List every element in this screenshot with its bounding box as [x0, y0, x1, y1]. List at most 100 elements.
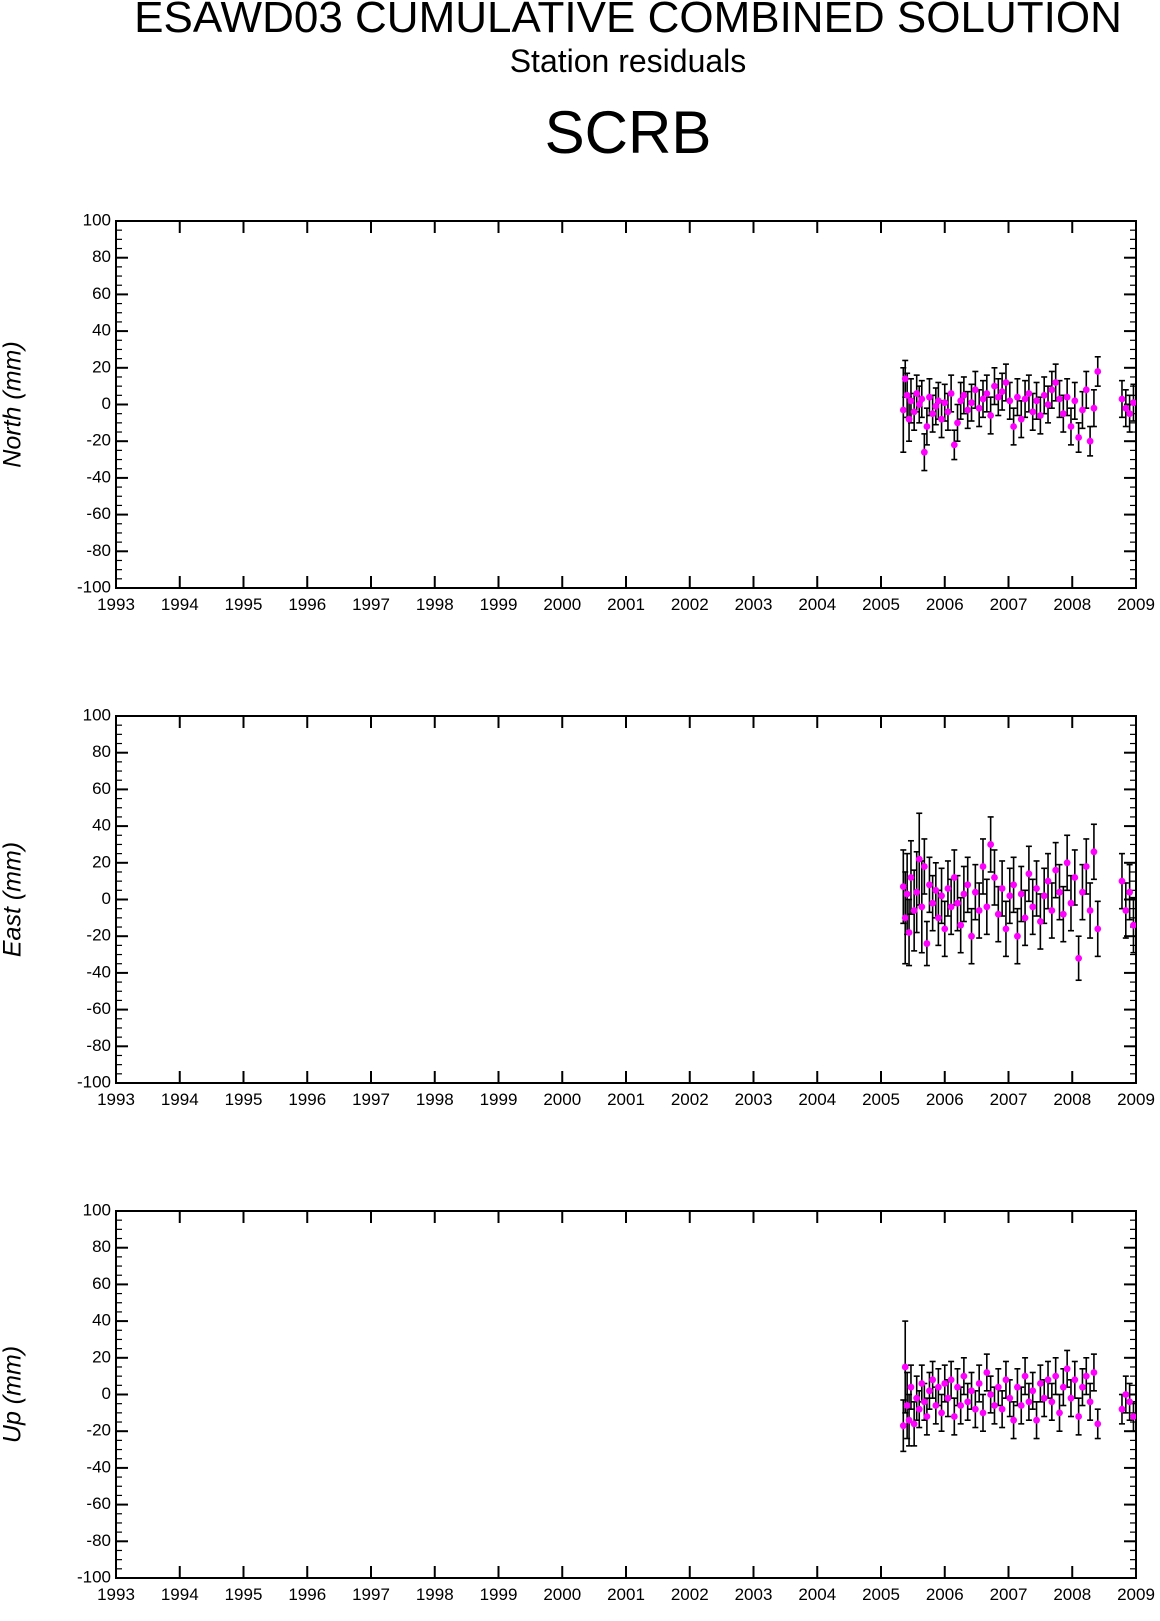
x-tick-label: 1994	[161, 595, 199, 614]
data-point	[903, 890, 911, 898]
x-tick-label: 2007	[990, 1585, 1028, 1604]
data-point	[913, 888, 921, 896]
data-point	[1021, 1372, 1029, 1380]
data-point	[1017, 1402, 1025, 1409]
x-tick-label: 1993	[97, 1585, 135, 1604]
y-tick-label: 100	[83, 705, 111, 724]
data-point	[950, 1413, 958, 1420]
data-point	[954, 1383, 961, 1391]
data-point	[1002, 379, 1010, 386]
data-point	[901, 375, 909, 383]
data-point	[918, 395, 926, 403]
x-tick-label: 2000	[543, 1585, 581, 1604]
data-point	[1014, 393, 1021, 401]
data-point	[1090, 404, 1098, 412]
data-point	[1075, 434, 1083, 441]
x-tick-label: 2008	[1053, 595, 1091, 614]
x-tick-label: 2004	[798, 1585, 836, 1604]
x-tick-label: 1994	[161, 1585, 199, 1604]
data-point	[987, 412, 995, 419]
data-point	[929, 410, 937, 418]
data-point	[1063, 393, 1071, 401]
data-point	[983, 903, 991, 911]
data-point	[975, 1380, 983, 1387]
data-point	[1090, 1369, 1098, 1376]
x-tick-label: 2003	[735, 1090, 773, 1109]
data-point	[899, 883, 907, 891]
data-point	[1056, 888, 1063, 896]
data-point	[1010, 881, 1017, 889]
data-point	[1086, 1398, 1094, 1406]
data-point	[1036, 1380, 1044, 1387]
data-point	[923, 423, 931, 430]
data-point	[979, 395, 987, 403]
y-tick-label: -80	[86, 1036, 111, 1055]
x-tick-label: 1995	[225, 595, 263, 614]
x-tick-label: 2008	[1053, 1585, 1091, 1604]
y-axis-label: East (mm)	[0, 842, 27, 957]
panel-1: East (mm)100806040200-20-40-60-80-100199…	[0, 705, 1155, 1109]
data-point	[932, 1402, 940, 1409]
data-point	[954, 419, 961, 427]
x-tick-label: 2006	[926, 595, 964, 614]
x-tick-label: 2001	[607, 595, 645, 614]
data-point	[1021, 395, 1029, 403]
x-tick-label: 1997	[352, 1090, 390, 1109]
data-point	[957, 1402, 965, 1409]
data-point	[947, 903, 955, 911]
data-point	[926, 881, 933, 889]
data-point	[907, 1383, 915, 1391]
y-tick-label: -20	[86, 926, 111, 945]
data-point	[1082, 1372, 1090, 1380]
data-point	[971, 888, 979, 896]
data-point	[1118, 1405, 1126, 1413]
data-point	[950, 441, 958, 449]
data-point	[954, 899, 961, 907]
data-point	[1033, 397, 1040, 405]
data-point	[968, 399, 975, 407]
data-point	[941, 925, 949, 933]
data-point	[1006, 397, 1014, 405]
data-point	[991, 874, 998, 881]
x-tick-label: 1999	[480, 595, 518, 614]
data-point	[907, 397, 915, 405]
data-point	[938, 892, 945, 900]
data-point	[1130, 921, 1136, 929]
data-point	[934, 397, 942, 405]
data-point	[1079, 1383, 1086, 1391]
data-point	[1006, 892, 1014, 900]
data-point	[991, 1402, 998, 1409]
x-tick-label: 1998	[416, 1090, 454, 1109]
data-point	[899, 406, 907, 414]
x-tick-label: 2005	[862, 1090, 900, 1109]
data-point	[910, 907, 918, 914]
data-point	[1048, 907, 1056, 914]
data-point	[960, 890, 968, 898]
data-point	[1122, 1391, 1130, 1398]
data-point	[957, 397, 965, 405]
x-tick-label: 1997	[352, 1585, 390, 1604]
data-point	[1017, 415, 1025, 423]
data-point	[941, 399, 949, 407]
data-point	[1017, 890, 1025, 898]
data-point	[994, 910, 1002, 918]
y-tick-label: -40	[86, 467, 111, 486]
data-point	[987, 1391, 995, 1398]
data-point	[903, 391, 911, 399]
data-point	[1021, 914, 1029, 922]
y-tick-label: 60	[92, 779, 111, 798]
x-tick-label: 2005	[862, 595, 900, 614]
data-point	[932, 886, 940, 894]
data-point	[944, 1394, 952, 1402]
panel-0: North (mm)100806040200-20-40-60-80-10019…	[0, 210, 1155, 614]
x-tick-label: 1995	[225, 1090, 263, 1109]
data-point	[1056, 395, 1063, 403]
x-tick-label: 2006	[926, 1090, 964, 1109]
x-tick-label: 1996	[288, 1585, 326, 1604]
data-point	[929, 1376, 937, 1384]
data-point	[1002, 1376, 1010, 1384]
data-point	[944, 408, 952, 416]
data-point	[1029, 1387, 1037, 1395]
x-tick-label: 2001	[607, 1090, 645, 1109]
x-tick-label: 1994	[161, 1090, 199, 1109]
